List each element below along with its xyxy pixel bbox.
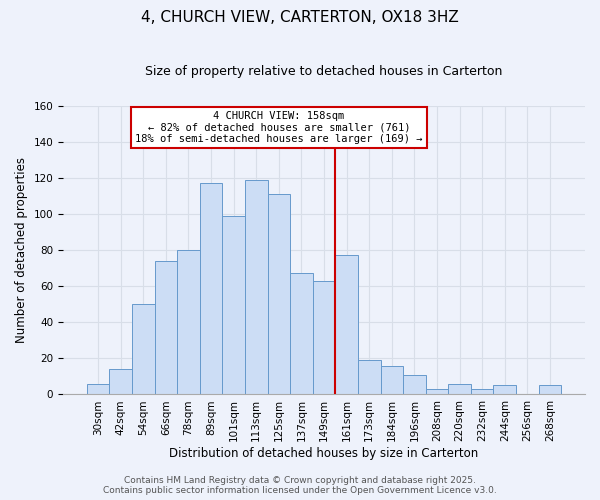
Bar [109,369,132,394]
Bar [313,280,335,394]
Text: 4 CHURCH VIEW: 158sqm
← 82% of detached houses are smaller (761)
18% of semi-det: 4 CHURCH VIEW: 158sqm ← 82% of detached … [135,111,422,144]
Bar [132,304,155,394]
Bar [471,389,493,394]
Bar [155,261,177,394]
Bar [448,384,471,394]
Text: 4, CHURCH VIEW, CARTERTON, OX18 3HZ: 4, CHURCH VIEW, CARTERTON, OX18 3HZ [141,10,459,25]
Bar [425,389,448,394]
Bar [290,274,313,394]
Bar [268,194,290,394]
Bar [177,250,200,394]
Bar [358,360,380,394]
Title: Size of property relative to detached houses in Carterton: Size of property relative to detached ho… [145,65,503,78]
Y-axis label: Number of detached properties: Number of detached properties [15,157,28,343]
Bar [539,386,561,394]
Text: Contains HM Land Registry data © Crown copyright and database right 2025.
Contai: Contains HM Land Registry data © Crown c… [103,476,497,495]
Bar [87,384,109,394]
Bar [223,216,245,394]
Bar [335,256,358,394]
Bar [493,386,516,394]
Bar [403,374,425,394]
X-axis label: Distribution of detached houses by size in Carterton: Distribution of detached houses by size … [169,447,479,460]
Bar [200,183,223,394]
Bar [245,180,268,394]
Bar [380,366,403,394]
